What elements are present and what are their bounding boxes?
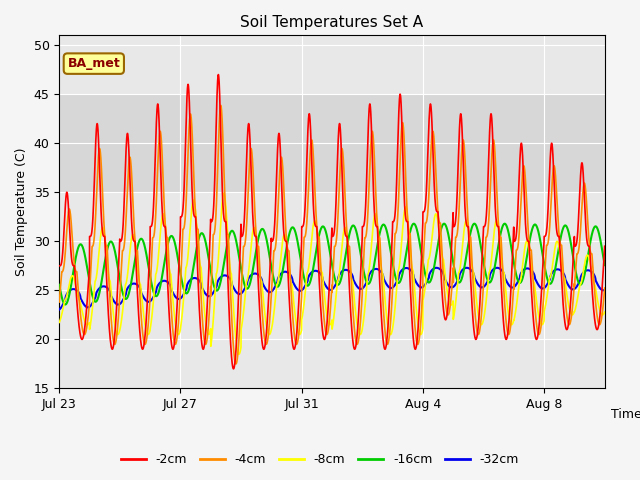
Title: Soil Temperatures Set A: Soil Temperatures Set A bbox=[241, 15, 424, 30]
Text: BA_met: BA_met bbox=[67, 57, 120, 70]
Y-axis label: Soil Temperature (C): Soil Temperature (C) bbox=[15, 148, 28, 276]
X-axis label: Time: Time bbox=[611, 408, 640, 421]
Bar bbox=[60, 94, 605, 192]
Legend: -2cm, -4cm, -8cm, -16cm, -32cm: -2cm, -4cm, -8cm, -16cm, -32cm bbox=[116, 448, 524, 471]
